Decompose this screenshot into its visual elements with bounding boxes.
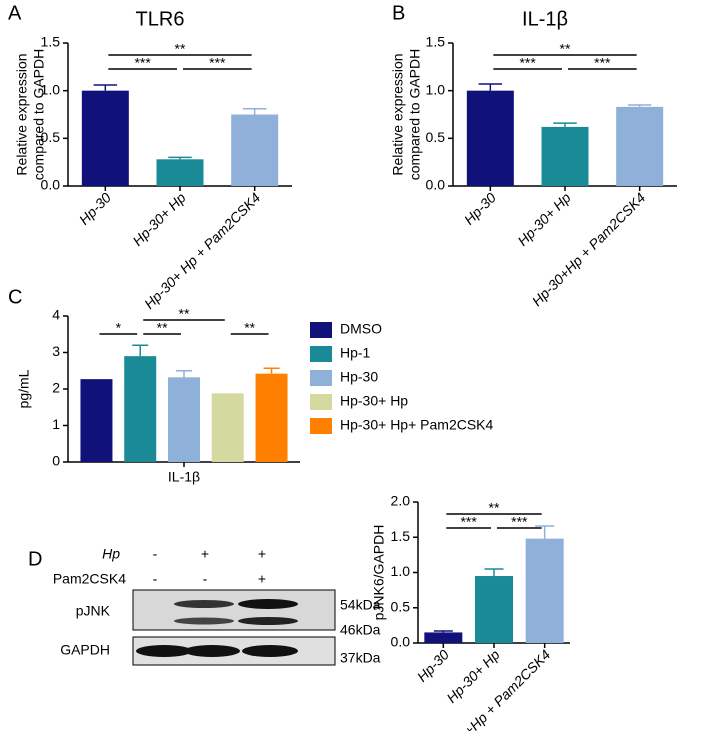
significance-label: *** [511, 514, 528, 530]
legend-swatch [310, 322, 332, 338]
legend-swatch [310, 346, 332, 362]
y-tick-label: 1.5 [426, 34, 446, 50]
y-axis-label: compared to GAPDH [407, 49, 423, 181]
significance-label: * [116, 320, 122, 336]
y-axis-label: compared to GAPDH [31, 49, 47, 181]
bar [168, 377, 200, 462]
treatment-label: Pam2CSK4 [53, 571, 126, 587]
x-tick-label: IL-1β [168, 469, 200, 485]
bar [255, 373, 288, 462]
band [238, 617, 298, 625]
panel-label: A [8, 2, 22, 24]
panel-label: C [8, 286, 22, 308]
y-axis-label: pJNK6/GAPDH [371, 525, 387, 621]
y-tick-label: 0.0 [426, 177, 446, 193]
y-axis-label: pg/mL [16, 369, 32, 408]
bar [124, 356, 157, 462]
panel-label: D [28, 548, 42, 570]
significance-label: ** [179, 306, 190, 322]
western-blot: D Hp - + + Pam2CSK4 - - + pJNK GAPDH 54k… [28, 546, 381, 666]
y-tick-label: 1.0 [41, 81, 61, 97]
sign: + [258, 546, 266, 562]
bar [156, 159, 204, 186]
y-tick-label: 0.5 [391, 598, 411, 614]
y-tick-label: 1 [52, 416, 60, 432]
y-tick-label: 1.5 [41, 34, 61, 50]
y-tick-label: 0 [52, 453, 60, 469]
chart-title: TLR6 [136, 8, 185, 30]
y-axis-label: Relative expression [390, 53, 406, 175]
significance-label: *** [134, 55, 151, 71]
band [238, 599, 298, 609]
band [242, 645, 298, 657]
band [174, 600, 234, 608]
legend-label: Hp-30 [340, 369, 378, 385]
significance-label: *** [209, 55, 226, 71]
significance-label: ** [489, 500, 500, 516]
significance-label: *** [460, 514, 477, 530]
y-tick-label: 1.0 [426, 81, 446, 97]
band-size: 54kDa [340, 597, 381, 613]
panel-label: B [392, 2, 405, 24]
band [136, 645, 192, 657]
sign: + [258, 571, 266, 587]
significance-label: ** [244, 320, 255, 336]
x-tick-label: Hp-30 [76, 189, 114, 227]
x-tick-label: Hp-30 [414, 646, 452, 684]
bar [424, 632, 463, 643]
legend-label: Hp-30+ Hp [340, 393, 408, 409]
treatment-label: Hp [102, 546, 120, 562]
y-tick-label: 2.0 [391, 493, 411, 509]
band [184, 645, 240, 657]
y-tick-label: 2 [52, 380, 60, 396]
significance-label: *** [594, 55, 611, 71]
bar [616, 106, 664, 186]
chart-title: IL-1β [522, 8, 568, 30]
bar [466, 90, 514, 186]
blot-box [132, 589, 336, 631]
bar [541, 126, 589, 186]
significance-label: ** [560, 41, 571, 57]
y-axis-label: Relative expression [14, 53, 30, 175]
band [174, 617, 234, 625]
bar [231, 114, 279, 186]
y-tick-label: 0.5 [426, 129, 446, 145]
sign: + [201, 546, 209, 562]
band-size: 37kDa [340, 650, 381, 666]
bar [81, 90, 129, 186]
sign: - [153, 571, 158, 587]
legend-label: Hp-1 [340, 345, 371, 361]
band-label: GAPDH [60, 642, 110, 658]
y-tick-label: 0.5 [41, 129, 61, 145]
band-size: 46kDa [340, 622, 381, 638]
bar [80, 379, 113, 462]
band-label: pJNK [76, 603, 111, 619]
y-tick-label: 3 [52, 343, 60, 359]
bar [475, 576, 513, 643]
x-tick-label: Hp-30+ Hp [514, 189, 574, 249]
legend-label: Hp-30+ Hp+ Pam2CSK4 [340, 417, 494, 433]
y-tick-label: 1.5 [391, 528, 411, 544]
bar [525, 538, 564, 643]
significance-label: ** [157, 320, 168, 336]
sign: - [203, 571, 208, 587]
y-tick-label: 1.0 [391, 563, 411, 579]
significance-label: *** [519, 55, 536, 71]
legend-label: DMSO [340, 321, 382, 337]
legend-swatch [310, 418, 332, 434]
y-tick-label: 0.0 [391, 634, 411, 650]
y-tick-label: 0.0 [41, 177, 61, 193]
legend-swatch [310, 370, 332, 386]
x-tick-label: Hp-30 [461, 189, 499, 227]
bar [211, 393, 244, 462]
significance-label: ** [175, 41, 186, 57]
x-tick-label: Hp-30+ Hp [129, 189, 189, 249]
sign: - [153, 546, 158, 562]
legend-swatch [310, 394, 332, 410]
y-tick-label: 4 [52, 307, 60, 323]
